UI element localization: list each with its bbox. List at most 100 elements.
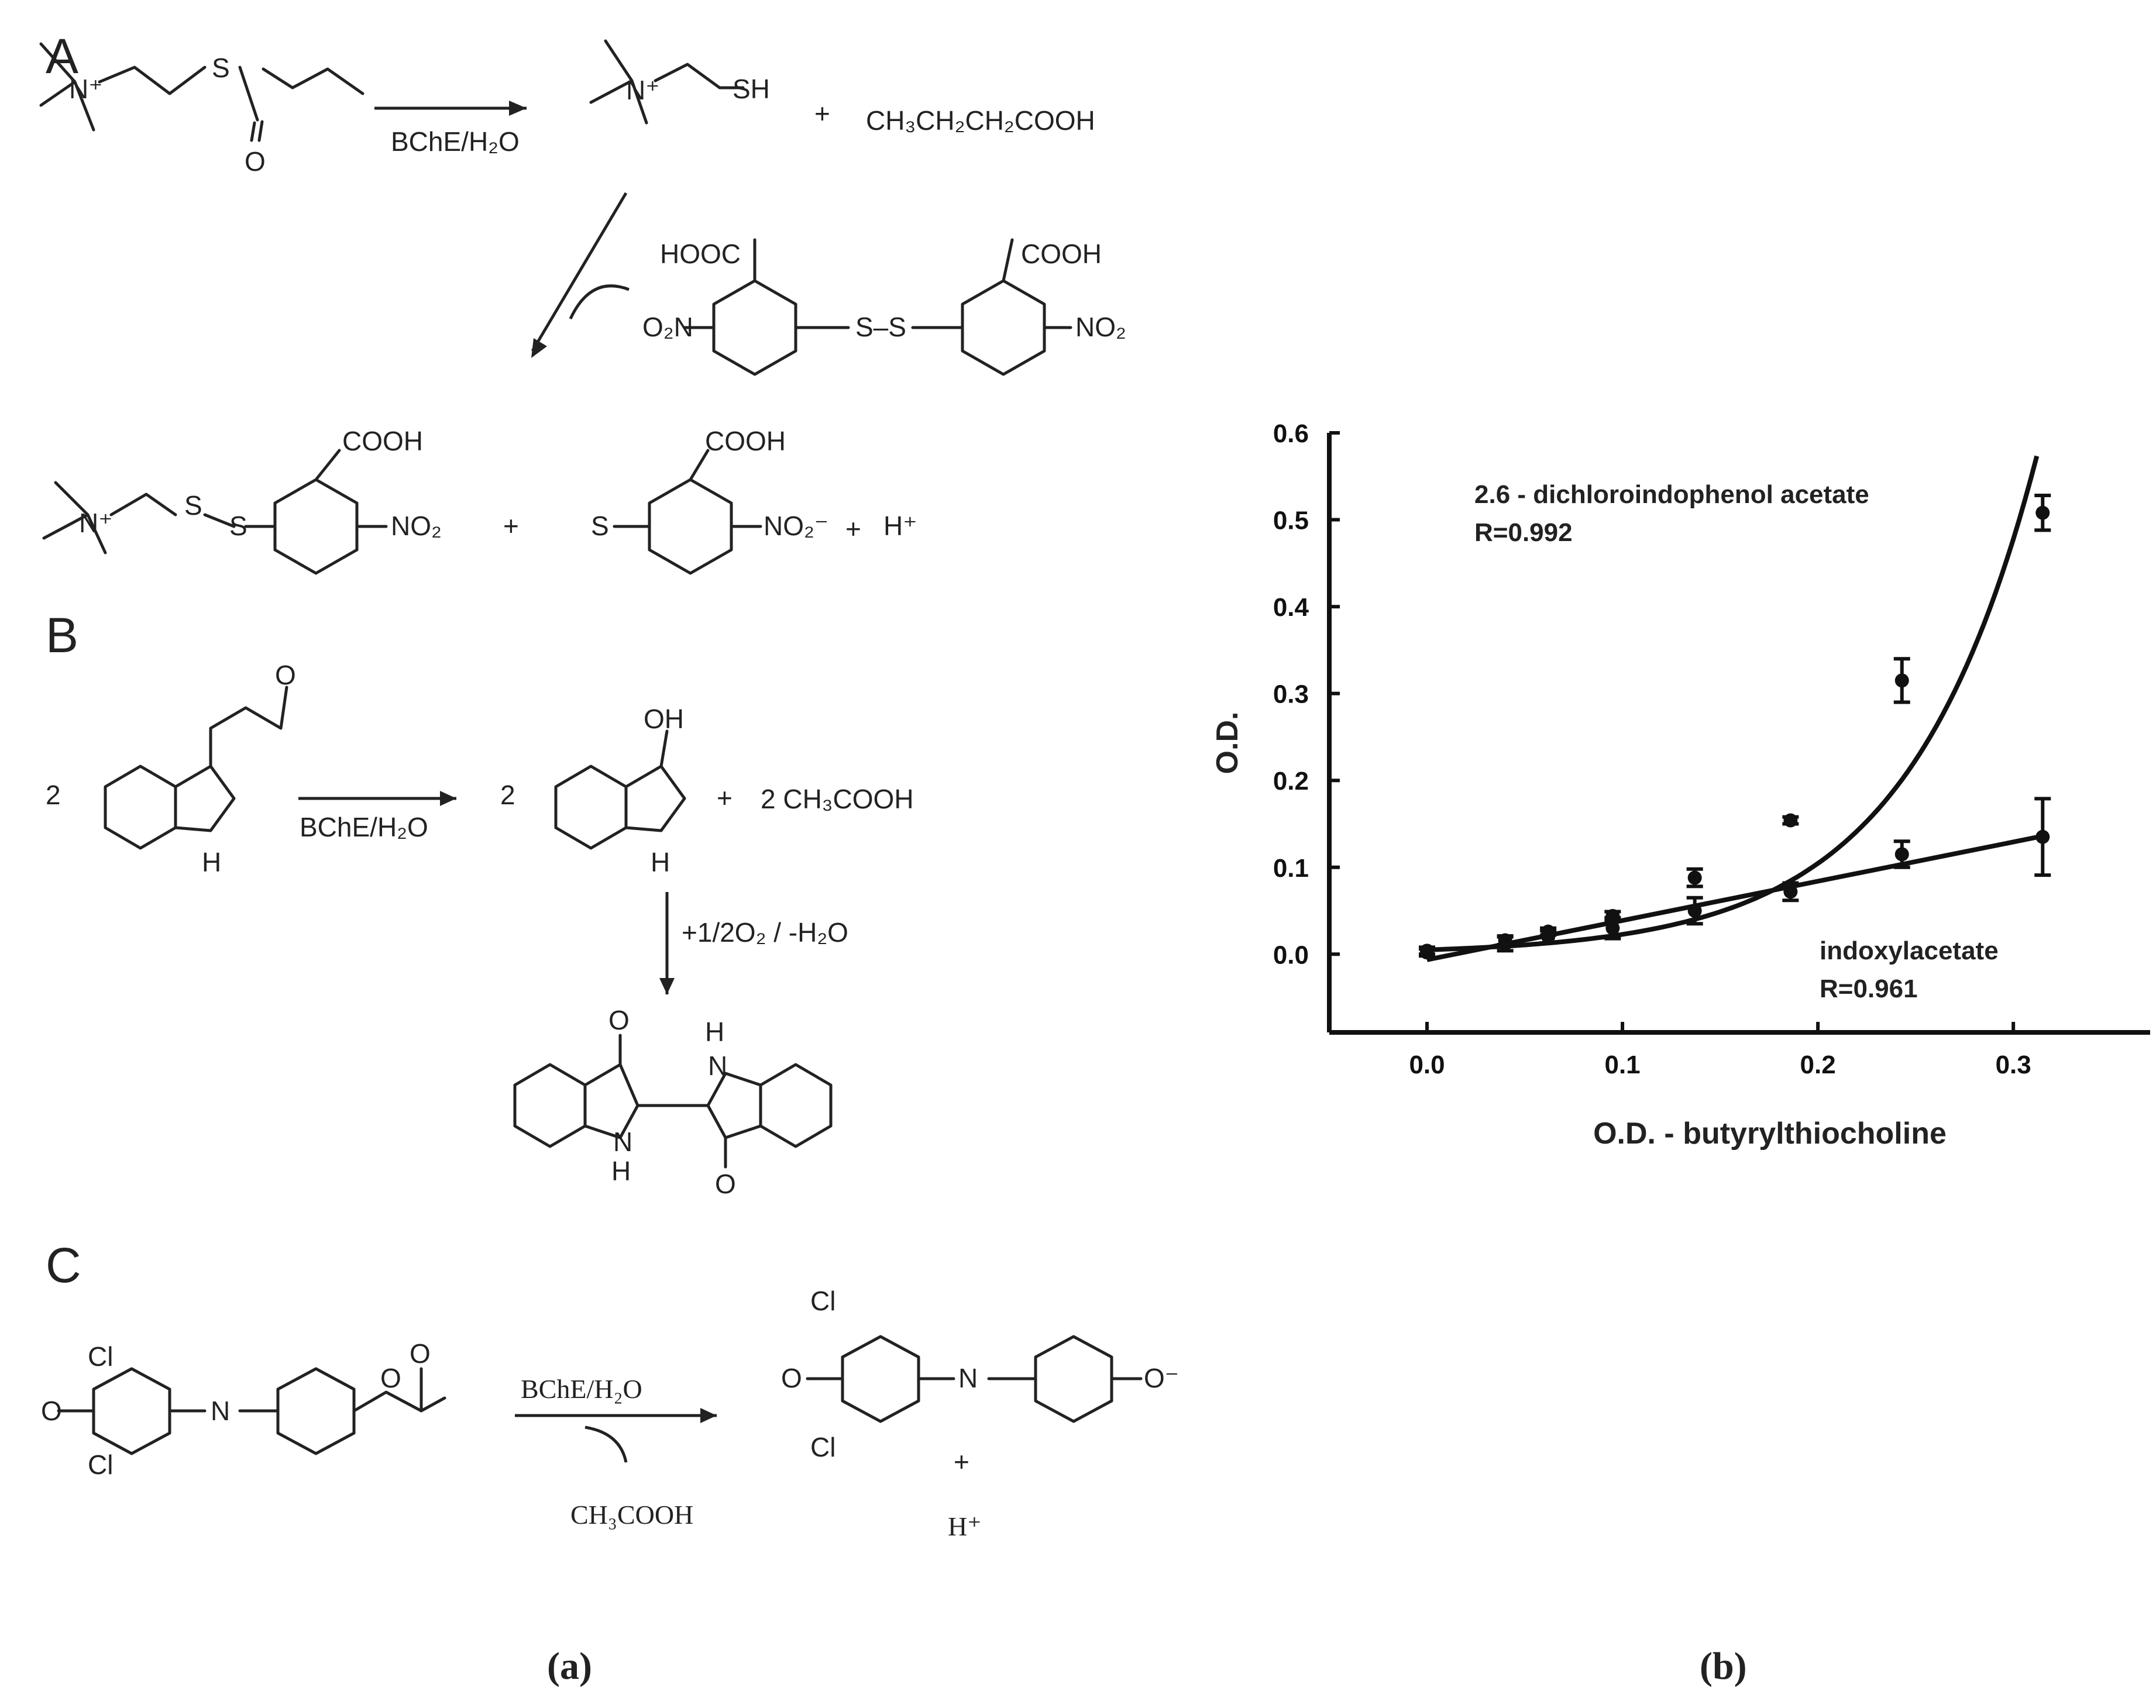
arrowhead-a2 xyxy=(531,338,547,358)
proton-a: H⁺ xyxy=(883,511,917,541)
o-label-c4: O xyxy=(781,1363,802,1393)
data-point xyxy=(2035,505,2050,520)
indoxyl-structure: OH H xyxy=(554,704,686,877)
x-tick-label: 0.0 xyxy=(1409,1051,1445,1079)
nh-label-b1: H xyxy=(202,847,221,877)
y-tick-label: 0.1 xyxy=(1273,854,1309,883)
s-label: S xyxy=(212,53,230,83)
indigo-h-top: H xyxy=(705,1017,724,1047)
chart-ticks: 0.0 0.1 0.2 0.3 0.0 0.1 0.2 0.3 0.4 0.5 0.6 xyxy=(1273,419,2031,1079)
cl-bottom-c2: Cl xyxy=(810,1432,835,1462)
fit-label-indoxyl: R=0.961 xyxy=(1820,974,1918,1003)
curved-arrow-a xyxy=(569,284,630,320)
mixed-disulfide-structure: N⁺ S S COOH NO₂ xyxy=(42,426,442,575)
dtnb-no2-right: NO₂ xyxy=(1075,312,1126,342)
tnb-s: S xyxy=(591,511,609,541)
dcip-structure: Cl Cl O N O⁻ xyxy=(781,1286,1179,1462)
n-label-c1: N xyxy=(211,1396,230,1426)
data-point xyxy=(1420,945,1435,960)
chart-axes xyxy=(1327,433,2150,1035)
indoxyl-acetate-structure: H O xyxy=(104,660,296,877)
arrowhead-b2 xyxy=(659,978,675,994)
indigo-o-top: O xyxy=(608,1005,630,1035)
s-label-2: S xyxy=(184,490,202,521)
series-dcip-points xyxy=(1419,493,2051,958)
section-label-b: B xyxy=(46,608,78,663)
reaction-arrow-a2 xyxy=(531,192,628,352)
y-tick-label: 0.5 xyxy=(1273,507,1309,535)
caption-b: (b) xyxy=(1700,1645,1747,1688)
o-label-c3: O xyxy=(410,1338,431,1369)
indigo-n-bottom: N xyxy=(613,1127,632,1157)
product-no2: NO₂ xyxy=(391,511,442,541)
reaction-c: Cl Cl O N O O BChE/H₂O CH₃COOH Cl Cl xyxy=(41,1286,1179,1541)
coefficient-b2: 2 xyxy=(500,780,515,810)
plus-a3: + xyxy=(845,514,861,544)
thiocholine-structure: N⁺ SH xyxy=(589,39,770,125)
coefficient-b1: 2 xyxy=(46,780,61,810)
reaction-b: 2 H O BChE/H₂O 2 OH H + 2 CH₃COOH +1/2O xyxy=(46,660,914,1199)
data-point xyxy=(1605,921,1620,935)
fit-curve-dcip xyxy=(1426,455,2040,952)
indigo-o-bottom: O xyxy=(715,1169,736,1199)
series-indoxyl-points xyxy=(1419,797,2051,960)
dtnb-cooh-right: COOH xyxy=(1021,239,1102,269)
data-point xyxy=(1783,884,1798,899)
data-point xyxy=(1894,847,1909,862)
y-tick-label: 0.0 xyxy=(1273,941,1309,969)
panel-b-chart: 0.0 0.1 0.2 0.3 0.0 0.1 0.2 0.3 0.4 0.5 0.6 O.D. -… xyxy=(1211,419,2150,1151)
y-axis-label: O.D. xyxy=(1211,712,1244,774)
product-cooh: COOH xyxy=(342,426,423,456)
n-plus-label-2: N⁺ xyxy=(626,75,660,105)
n-plus-label-3: N⁺ xyxy=(79,508,113,538)
nh-label-b2: H xyxy=(651,847,670,877)
data-point xyxy=(1783,813,1798,828)
tnb-no2: NO₂⁻ xyxy=(764,511,828,541)
n-plus-label: N⁺ xyxy=(69,74,103,104)
x-tick-label: 0.3 xyxy=(1996,1051,2031,1079)
cl-top-c1: Cl xyxy=(88,1341,113,1372)
o-label-c1: O xyxy=(41,1396,62,1426)
condition-a1: BChE/H₂O xyxy=(391,126,520,157)
arrowhead-c xyxy=(700,1408,717,1423)
s-label-3: S xyxy=(229,511,247,541)
fit-label-dcip: R=0.992 xyxy=(1474,518,1573,547)
data-point xyxy=(1894,673,1909,688)
section-label-c: C xyxy=(46,1238,81,1293)
o-label-c2: O xyxy=(380,1363,401,1393)
plus-a1: + xyxy=(814,98,830,129)
data-point xyxy=(1498,936,1512,951)
series-label-dcip: 2.6 - dichloroindophenol acetate xyxy=(1474,480,1869,509)
tnb-cooh: COOH xyxy=(705,426,786,456)
y-tick-label: 0.4 xyxy=(1273,593,1309,622)
o-label: O xyxy=(245,146,266,177)
plus-a2: + xyxy=(503,511,519,541)
x-tick-label: 0.1 xyxy=(1604,1051,1640,1079)
fit-line-indoxyl xyxy=(1426,834,2044,962)
oh-label: OH xyxy=(644,704,684,734)
caption-a: (a) xyxy=(547,1645,592,1688)
acetic-acid-b: 2 CH₃COOH xyxy=(761,784,914,814)
dtnb-disulfide: S–S xyxy=(855,312,906,342)
data-point xyxy=(1687,904,1702,918)
byproduct-c: CH₃COOH xyxy=(570,1500,693,1530)
proton-c: H⁺ xyxy=(948,1511,982,1541)
indigo-structure: O H N N H O xyxy=(513,1005,833,1199)
data-point xyxy=(2035,829,2050,844)
chart-fit-curves xyxy=(1426,455,2044,962)
plus-c: + xyxy=(954,1447,969,1477)
y-tick-label: 0.3 xyxy=(1273,680,1309,709)
cl-top-c2: Cl xyxy=(810,1286,835,1316)
cl-bottom-c1: Cl xyxy=(88,1449,113,1480)
arrowhead-b1 xyxy=(440,791,456,806)
o-label-b1: O xyxy=(275,660,296,690)
plus-b1: + xyxy=(717,783,733,813)
dtnb-structure: HOOC COOH O₂N NO₂ S–S xyxy=(642,238,1126,376)
series-label-indoxyl: indoxylacetate xyxy=(1820,936,1999,965)
n-label-c2: N xyxy=(958,1363,978,1393)
butyric-acid: CH₃CH₂CH₂COOH xyxy=(866,105,1095,136)
tnb-structure: S COOH NO₂⁻ xyxy=(591,426,828,575)
x-tick-label: 0.2 xyxy=(1800,1051,1836,1079)
condition-c: BChE/H₂O xyxy=(521,1374,642,1404)
